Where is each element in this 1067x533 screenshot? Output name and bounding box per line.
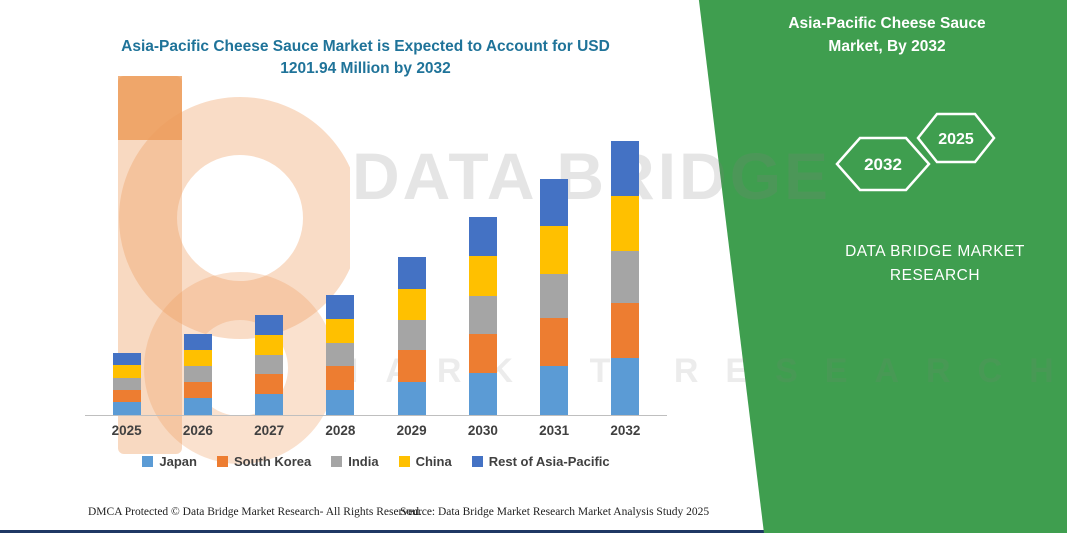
- bar-segment-china: [611, 195, 640, 251]
- bar-segment-india: [611, 250, 640, 303]
- bar-segment-japan: [611, 357, 640, 415]
- bar-stack-2026: [183, 334, 212, 415]
- bar-segment-china: [326, 318, 355, 343]
- bar-segment-south-korea: [468, 333, 497, 374]
- brand-name: DATA BRIDGE MARKET RESEARCH: [845, 243, 1025, 285]
- bar-segment-rest-of-asia-pacific: [326, 294, 355, 319]
- x-axis-label-2029: 2029: [396, 423, 427, 438]
- x-axis-label-2025: 2025: [111, 423, 142, 438]
- bar-segment-japan: [540, 365, 569, 415]
- bar-segment-india: [468, 296, 497, 334]
- legend-label-china: China: [415, 454, 452, 469]
- legend-item-india: India: [331, 454, 379, 469]
- legend-swatch-south-korea: [216, 456, 228, 467]
- bar-segment-rest-of-asia-pacific: [112, 353, 141, 366]
- bar-segment-rest-of-asia-pacific: [468, 216, 497, 257]
- bar-segment-china: [255, 335, 284, 356]
- bar-segment-rest-of-asia-pacific: [255, 315, 284, 336]
- bar-segment-india: [183, 366, 212, 382]
- x-axis-label-2027: 2027: [254, 423, 285, 438]
- hexagon-2032: [835, 136, 931, 192]
- bar-stack-2030: [468, 216, 497, 415]
- x-axis-label-2032: 2032: [610, 423, 641, 438]
- bar-segment-rest-of-asia-pacific: [540, 179, 569, 227]
- bar-chart-plot: [85, 130, 667, 416]
- hexagon-2032-label: 2032: [864, 155, 902, 174]
- hexagon-2025-label: 2025: [938, 131, 974, 148]
- bar-segment-china: [397, 288, 426, 321]
- bar-stack-2025: [112, 353, 141, 415]
- x-axis-label-2028: 2028: [325, 423, 356, 438]
- bar-stack-2029: [397, 257, 426, 415]
- side-panel-title: Asia-Pacific Cheese Sauce Market, By 203…: [788, 15, 986, 56]
- chart-title: Asia-Pacific Cheese Sauce Market is Expe…: [121, 38, 610, 78]
- bar-segment-rest-of-asia-pacific: [183, 334, 212, 351]
- legend-swatch-rest-of-asia-pacific: [471, 456, 483, 467]
- bar-stack-2027: [255, 315, 284, 415]
- x-axis-label-2026: 2026: [182, 423, 213, 438]
- bar-segment-china: [183, 350, 212, 367]
- source-note: Source: Data Bridge Market Research Mark…: [400, 506, 710, 518]
- legend-swatch-china: [398, 456, 410, 467]
- bar-segment-india: [397, 320, 426, 351]
- legend-item-japan: Japan: [142, 454, 197, 469]
- bar-segment-india: [255, 355, 284, 375]
- chart-legend: Japan South Korea India China Rest of Asia-P…: [85, 454, 667, 469]
- hexagon-badges: 2032 2025: [835, 112, 996, 192]
- x-axis-label-2031: 2031: [539, 423, 570, 438]
- bar-segment-india: [112, 377, 141, 390]
- bar-segment-south-korea: [397, 350, 426, 382]
- legend-item-china: China: [398, 454, 452, 469]
- bar-segment-china: [468, 256, 497, 297]
- bar-segment-rest-of-asia-pacific: [611, 141, 640, 196]
- legend-label-india: India: [348, 454, 379, 469]
- legend-item-rest-of-asia-pacific: Rest of Asia-Pacific: [471, 454, 610, 469]
- bar-segment-south-korea: [326, 365, 355, 390]
- bar-stack-2032: [611, 141, 640, 415]
- legend-item-south-korea: South Korea: [216, 454, 312, 469]
- bar-segment-south-korea: [255, 374, 284, 394]
- legend-label-south-korea: South Korea: [233, 454, 312, 469]
- legend-label-rest-of-asia-pacific: Rest of Asia-Pacific: [488, 454, 610, 469]
- bottom-divider: [0, 530, 1067, 533]
- bar-segment-china: [112, 365, 141, 378]
- x-axis-label-2030: 2030: [467, 423, 498, 438]
- bar-stack-2028: [326, 294, 355, 415]
- bar-segment-japan: [326, 389, 355, 415]
- bar-segment-china: [540, 226, 569, 274]
- bar-segment-japan: [468, 373, 497, 415]
- bar-stack-2031: [540, 179, 569, 415]
- bar-segment-japan: [112, 402, 141, 415]
- bar-segment-india: [540, 273, 569, 319]
- legend-label-japan: Japan: [159, 454, 197, 469]
- bar-segment-rest-of-asia-pacific: [397, 257, 426, 289]
- x-axis-labels: 2025 2026 2027 2028 2029 2030 2031 2032: [85, 423, 667, 438]
- bar-segment-japan: [183, 397, 212, 415]
- bar-segment-south-korea: [112, 389, 141, 402]
- bar-segment-japan: [255, 394, 284, 415]
- bar-segment-india: [326, 342, 355, 366]
- bar-segment-south-korea: [183, 381, 212, 398]
- dmca-notice: DMCA Protected © Data Bridge Market Rese…: [88, 506, 422, 518]
- bar-segment-south-korea: [540, 318, 569, 366]
- hexagon-2025: [916, 112, 996, 164]
- bar-chart: 2025 2026 2027 2028 2029 2030 2031 2032 Japan So…: [85, 130, 667, 469]
- legend-swatch-japan: [142, 456, 154, 467]
- legend-swatch-india: [331, 456, 343, 467]
- bar-segment-japan: [397, 381, 426, 415]
- bar-segment-south-korea: [611, 302, 640, 358]
